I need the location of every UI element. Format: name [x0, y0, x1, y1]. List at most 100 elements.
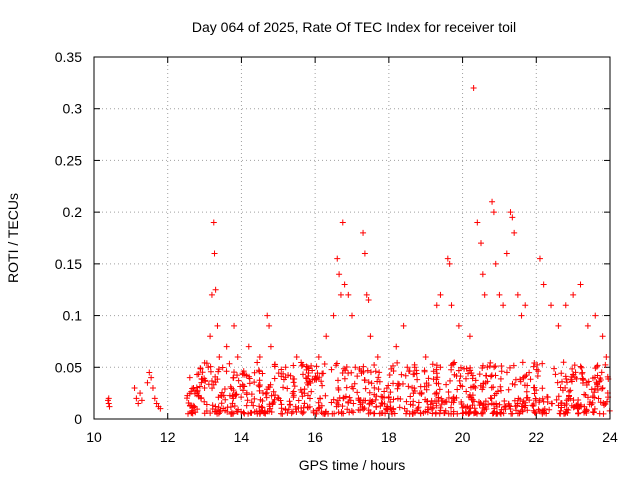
data-point	[207, 410, 214, 417]
data-points	[105, 85, 613, 417]
data-point	[593, 363, 600, 370]
data-point	[549, 400, 556, 407]
data-point	[539, 385, 546, 392]
data-point	[506, 364, 513, 371]
data-point	[355, 406, 362, 413]
data-point	[530, 363, 537, 370]
data-point	[250, 402, 257, 409]
data-point	[498, 406, 505, 413]
data-point	[445, 394, 452, 401]
data-point	[450, 399, 457, 406]
data-point	[493, 390, 500, 397]
data-point	[351, 380, 358, 387]
data-point	[290, 362, 297, 369]
data-point	[274, 394, 281, 401]
data-point	[422, 353, 429, 360]
data-point	[259, 404, 266, 411]
data-point	[387, 398, 394, 405]
data-point	[263, 394, 270, 401]
data-point	[444, 255, 451, 262]
data-point	[514, 291, 521, 298]
data-point	[425, 406, 432, 413]
data-point	[571, 362, 578, 369]
data-point	[414, 376, 421, 383]
data-point	[304, 364, 311, 371]
data-point	[340, 395, 347, 402]
data-point	[531, 384, 538, 391]
data-point	[477, 400, 484, 407]
data-point	[292, 406, 299, 413]
data-point	[217, 407, 224, 414]
data-point	[266, 322, 273, 329]
data-point	[517, 378, 524, 385]
data-point	[492, 363, 499, 370]
data-point	[445, 388, 452, 395]
data-point	[603, 353, 610, 360]
data-point	[431, 398, 438, 405]
data-point	[357, 396, 364, 403]
y-tick-label: 0	[74, 411, 82, 427]
data-point	[492, 372, 499, 379]
data-point	[188, 388, 195, 395]
data-point	[131, 384, 138, 391]
data-point	[505, 386, 512, 393]
data-point	[223, 368, 230, 375]
data-point	[402, 372, 409, 379]
data-point	[232, 392, 239, 399]
data-point	[316, 404, 323, 411]
data-point	[372, 396, 379, 403]
data-point	[570, 397, 577, 404]
data-point	[463, 388, 470, 395]
data-point	[190, 402, 197, 409]
data-point	[407, 393, 414, 400]
data-point	[479, 271, 486, 278]
data-point	[437, 364, 444, 371]
data-point	[137, 390, 144, 397]
data-point	[334, 255, 341, 262]
data-point	[313, 363, 320, 370]
data-point	[521, 382, 528, 389]
data-point	[467, 405, 474, 412]
data-point	[514, 410, 521, 417]
data-point	[201, 384, 208, 391]
data-point	[197, 365, 204, 372]
data-point	[306, 403, 313, 410]
x-tick-label: 12	[160, 429, 176, 445]
data-point	[207, 333, 214, 340]
data-point	[376, 410, 383, 417]
data-point	[343, 384, 350, 391]
data-point	[301, 390, 308, 397]
data-point	[498, 362, 505, 369]
data-point	[421, 383, 428, 390]
data-point	[196, 383, 203, 390]
data-point	[447, 377, 454, 384]
data-point	[227, 383, 234, 390]
data-point	[518, 312, 525, 319]
data-point	[503, 369, 510, 376]
data-point	[371, 391, 378, 398]
data-point	[459, 404, 466, 411]
data-point	[559, 378, 566, 385]
data-point	[238, 408, 245, 415]
data-point	[208, 377, 215, 384]
data-point	[268, 409, 275, 416]
data-point	[203, 401, 210, 408]
data-point	[459, 383, 466, 390]
data-point	[285, 372, 292, 379]
data-point	[433, 302, 440, 309]
y-tick-labels: 0 0.05 0.1 0.15 0.2 0.25 0.3 0.35	[55, 49, 82, 427]
data-point	[319, 382, 326, 389]
plot-frame	[93, 56, 611, 420]
data-point	[535, 406, 542, 413]
data-point	[469, 375, 476, 382]
data-point	[267, 343, 274, 350]
data-point	[239, 370, 246, 377]
data-point	[539, 360, 546, 367]
data-point	[340, 394, 347, 401]
data-point	[207, 368, 214, 375]
data-point	[194, 406, 201, 413]
data-point	[393, 343, 400, 350]
data-point	[205, 381, 212, 388]
data-point	[218, 393, 225, 400]
data-point	[363, 291, 370, 298]
